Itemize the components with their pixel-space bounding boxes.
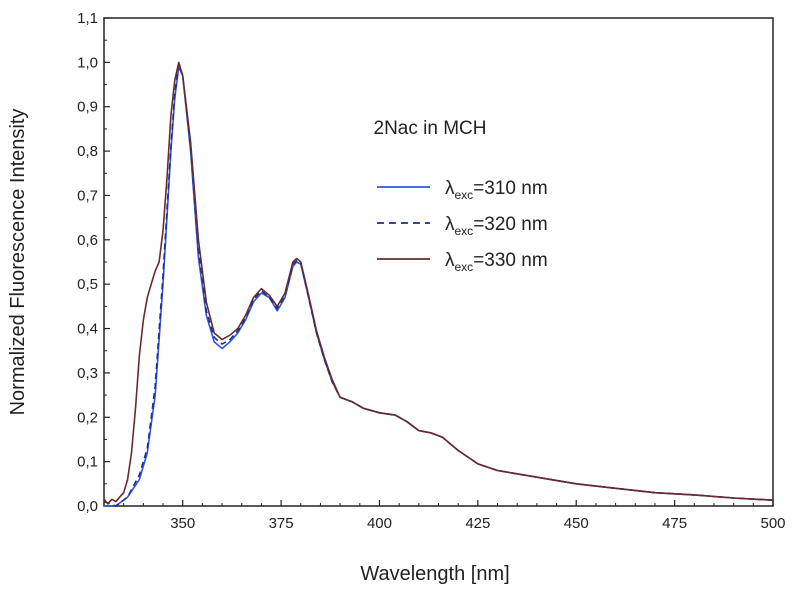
y-tick-label: 1,1 xyxy=(77,10,98,27)
x-tick-label: 425 xyxy=(465,515,490,532)
y-axis-title: Normalized Fluorescence Intensity xyxy=(7,109,29,416)
y-tick-label: 0,1 xyxy=(77,454,98,471)
x-tick-label: 375 xyxy=(269,515,294,532)
x-tick-label: 350 xyxy=(170,515,195,532)
y-tick-label: 0,9 xyxy=(77,99,98,116)
x-tick-label: 400 xyxy=(367,515,392,532)
series-line-3 xyxy=(103,61,774,505)
y-tick-label: 0,0 xyxy=(77,498,98,515)
plot-frame xyxy=(103,17,774,507)
y-tick-label: 0,2 xyxy=(77,409,98,426)
x-axis-title: Wavelength [nm] xyxy=(360,563,509,585)
y-tick-label: 0,8 xyxy=(77,143,98,160)
y-tick-label: 0,5 xyxy=(77,276,98,293)
legend-label-1: λexc=310 nm xyxy=(445,178,548,202)
x-tick-label: 450 xyxy=(564,515,589,532)
x-tick-label: 500 xyxy=(760,515,785,532)
legend: λexc=310 nm λexc=320 nm λexc=330 nm xyxy=(377,178,548,274)
y-tick-label: 0,4 xyxy=(77,321,98,338)
series-layer xyxy=(103,61,774,507)
sample-annotation: 2Nac in MCH xyxy=(374,118,487,139)
x-tick-label: 475 xyxy=(662,515,687,532)
legend-label-3: λexc=330 nm xyxy=(445,250,548,274)
axes-frame: 0,0 0,1 0,2 0,3 0,4 0,5 0,6 0,7 0,8 0,9 1,0 1,1 350 3… xyxy=(77,10,785,532)
y-tick-label: 0,3 xyxy=(77,365,98,382)
legend-label-2: λexc=320 nm xyxy=(445,214,548,238)
y-tick-label: 1,0 xyxy=(77,54,98,71)
y-tick-label: 0,6 xyxy=(77,232,98,249)
y-tick-label: 0,7 xyxy=(77,187,98,204)
